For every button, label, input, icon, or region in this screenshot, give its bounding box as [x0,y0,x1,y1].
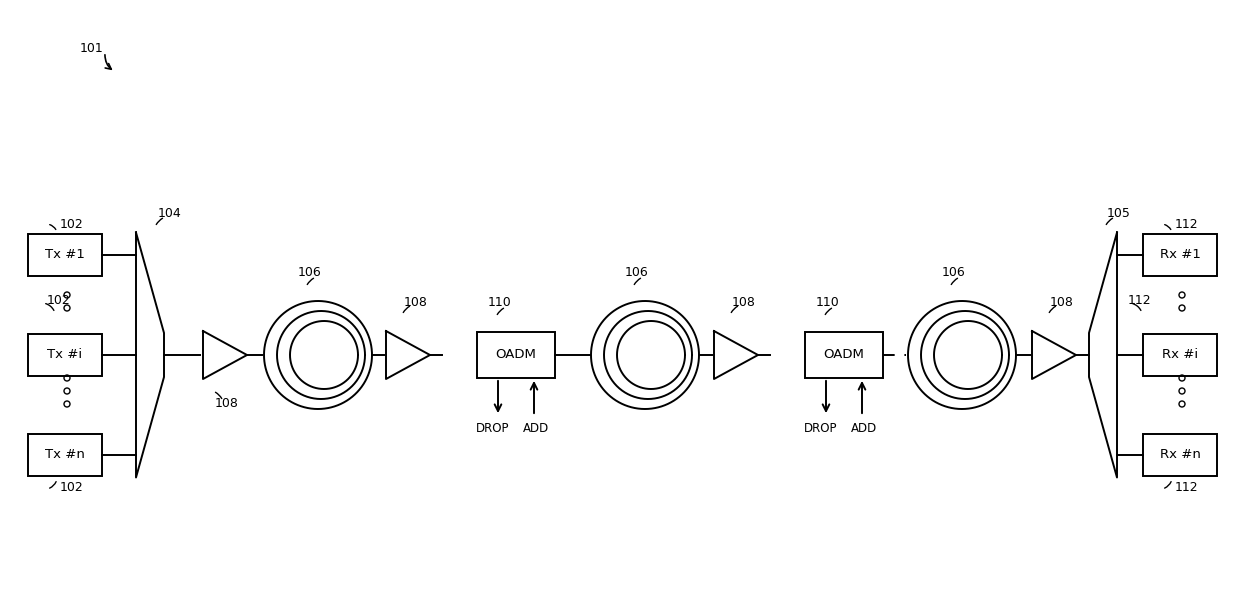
Bar [29,434,102,476]
Text: 104: 104 [157,207,182,220]
Text: 106: 106 [942,266,966,279]
Text: Rx #1: Rx #1 [1159,249,1200,261]
Text: 108: 108 [732,296,756,309]
Text: 102: 102 [47,293,71,306]
Text: 112: 112 [1128,293,1152,306]
Text: DROP: DROP [805,422,838,435]
Text: ADD: ADD [851,422,877,435]
Text: 102: 102 [60,481,84,494]
Text: 102: 102 [60,218,84,231]
Text: OADM: OADM [823,349,864,362]
Text: ADD: ADD [523,422,549,435]
Bar [29,234,102,276]
Text: Rx #i: Rx #i [1162,349,1198,362]
Text: Tx #n: Tx #n [45,449,84,462]
Text: 106: 106 [625,266,649,279]
Text: 110: 110 [489,296,512,309]
Text: OADM: OADM [496,349,537,362]
Text: 106: 106 [298,266,321,279]
Text: 110: 110 [816,296,839,309]
Bar [1143,334,1216,376]
Text: 101: 101 [81,42,104,55]
Text: 112: 112 [1176,218,1199,231]
Text: Tx #1: Tx #1 [45,249,84,261]
Text: 108: 108 [215,397,239,410]
Text: Rx #n: Rx #n [1159,449,1200,462]
Text: Tx #i: Tx #i [47,349,83,362]
Text: 105: 105 [1107,207,1131,220]
Bar [29,334,102,376]
Text: 112: 112 [1176,481,1199,494]
Text: 108: 108 [404,296,428,309]
Bar [477,332,556,378]
Bar [1143,434,1216,476]
Bar [805,332,883,378]
Text: DROP: DROP [476,422,510,435]
Text: 108: 108 [1050,296,1074,309]
Bar [1143,234,1216,276]
